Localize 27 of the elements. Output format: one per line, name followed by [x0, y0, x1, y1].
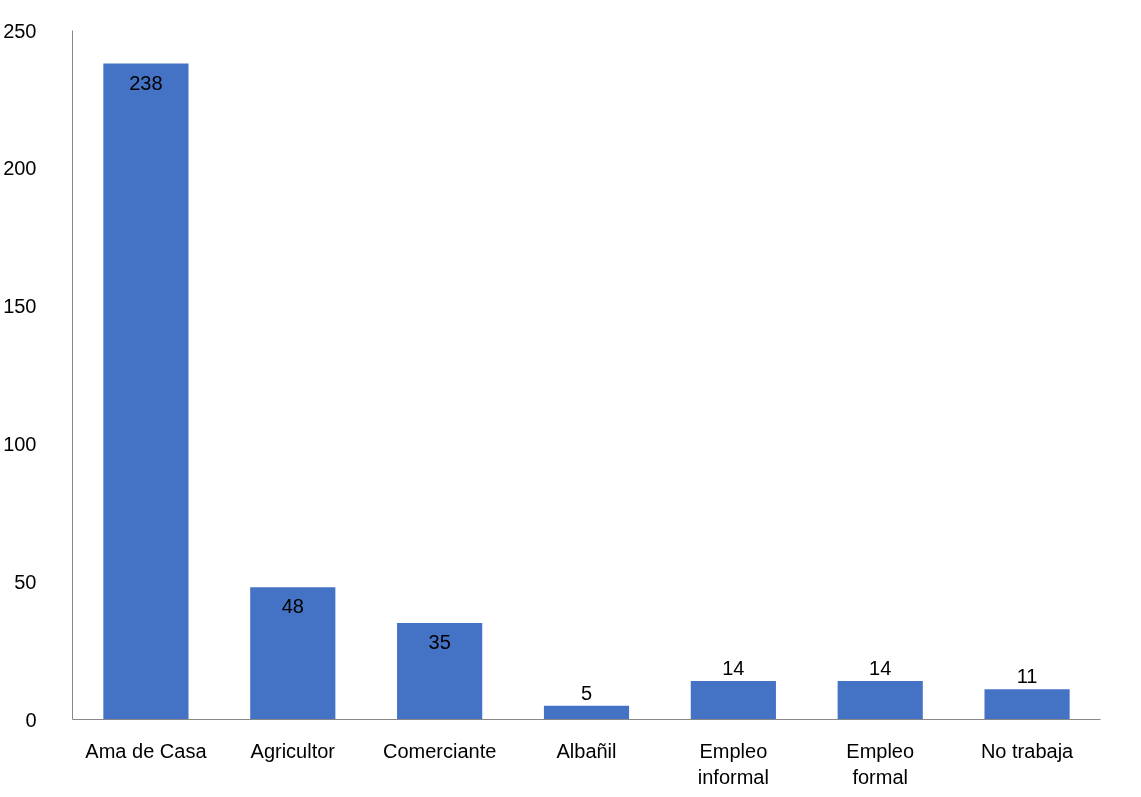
bar	[543, 705, 630, 720]
data-label: 14	[722, 656, 745, 679]
x-tick-label: Empleo informal	[697, 739, 769, 788]
x-tick-label: Agricultor	[250, 739, 336, 762]
y-tick-label: 200	[3, 157, 37, 180]
y-tick-label: 250	[3, 19, 37, 42]
y-tick-label: 100	[3, 432, 37, 455]
data-label: 238	[129, 71, 163, 94]
bar	[250, 587, 336, 720]
data-label: 11	[1016, 665, 1038, 688]
data-label: 14	[869, 656, 892, 679]
data-label: 35	[428, 631, 451, 654]
bar	[984, 689, 1070, 720]
bar	[690, 680, 776, 720]
y-tick-label: 150	[3, 295, 37, 318]
bar	[103, 63, 189, 720]
x-tick-label: Albañil	[556, 739, 617, 762]
x-tick-label: Comerciante	[382, 739, 497, 762]
bar	[397, 623, 483, 720]
x-tick-label: No trabaja	[980, 739, 1075, 762]
bar	[837, 680, 923, 720]
x-tick-label: Ama de Casa	[85, 739, 208, 762]
y-tick-label: 50	[14, 570, 37, 593]
data-label: 5	[580, 681, 593, 704]
y-tick-label: 0	[25, 708, 37, 731]
data-label: 48	[281, 595, 304, 618]
x-tick-label: Empleo formal	[846, 739, 915, 788]
